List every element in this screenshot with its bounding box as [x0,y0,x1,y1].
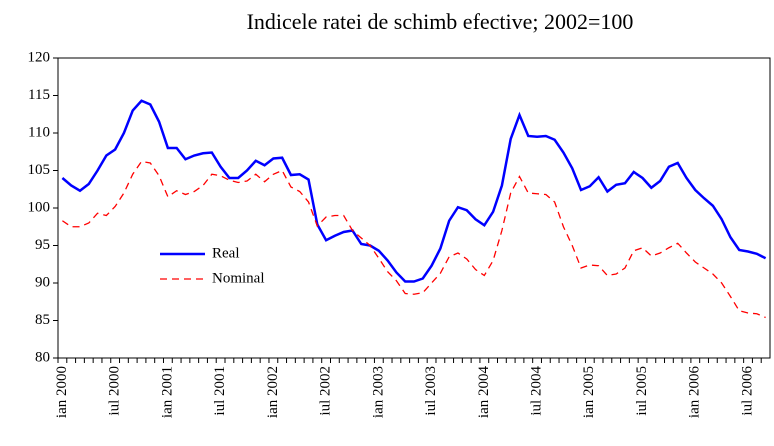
x-tick-label: ian 2005 [581,366,597,418]
x-tick-label: ian 2002 [265,366,281,418]
y-tick-label: 115 [28,87,50,103]
chart-title: Indicele ratei de schimb efective; 2002=… [247,9,634,34]
plot-frame [57,57,771,359]
x-tick-label: iul 2002 [318,366,334,416]
y-tick-label: 80 [35,349,50,365]
legend-label: Nominal [212,270,265,286]
x-tick-label: ian 2004 [476,366,492,419]
y-tick-label: 100 [28,199,51,215]
y-tick-label: 110 [28,124,50,140]
x-tick-label: iul 2004 [528,366,544,416]
x-tick-label: ian 2000 [54,366,70,418]
series-line [61,99,767,283]
x-tick-label: iul 2006 [739,366,755,416]
series-line [62,160,766,319]
x-tick-label: iul 2005 [634,366,650,416]
y-tick-label: 85 [35,312,50,328]
y-tick-label: 120 [28,49,51,65]
x-tick-label: iul 2003 [423,366,439,416]
x-tick-label: iul 2001 [212,366,228,416]
x-tick-label: iul 2000 [107,366,123,416]
y-tick-label: 95 [35,237,50,253]
y-tick-label: 90 [35,274,50,290]
x-tick-label: ian 2001 [159,366,175,418]
legend-label: Real [212,245,240,261]
y-tick-label: 105 [28,162,51,178]
x-tick-label: ian 2006 [687,366,703,419]
x-tick-label: ian 2003 [370,366,386,418]
